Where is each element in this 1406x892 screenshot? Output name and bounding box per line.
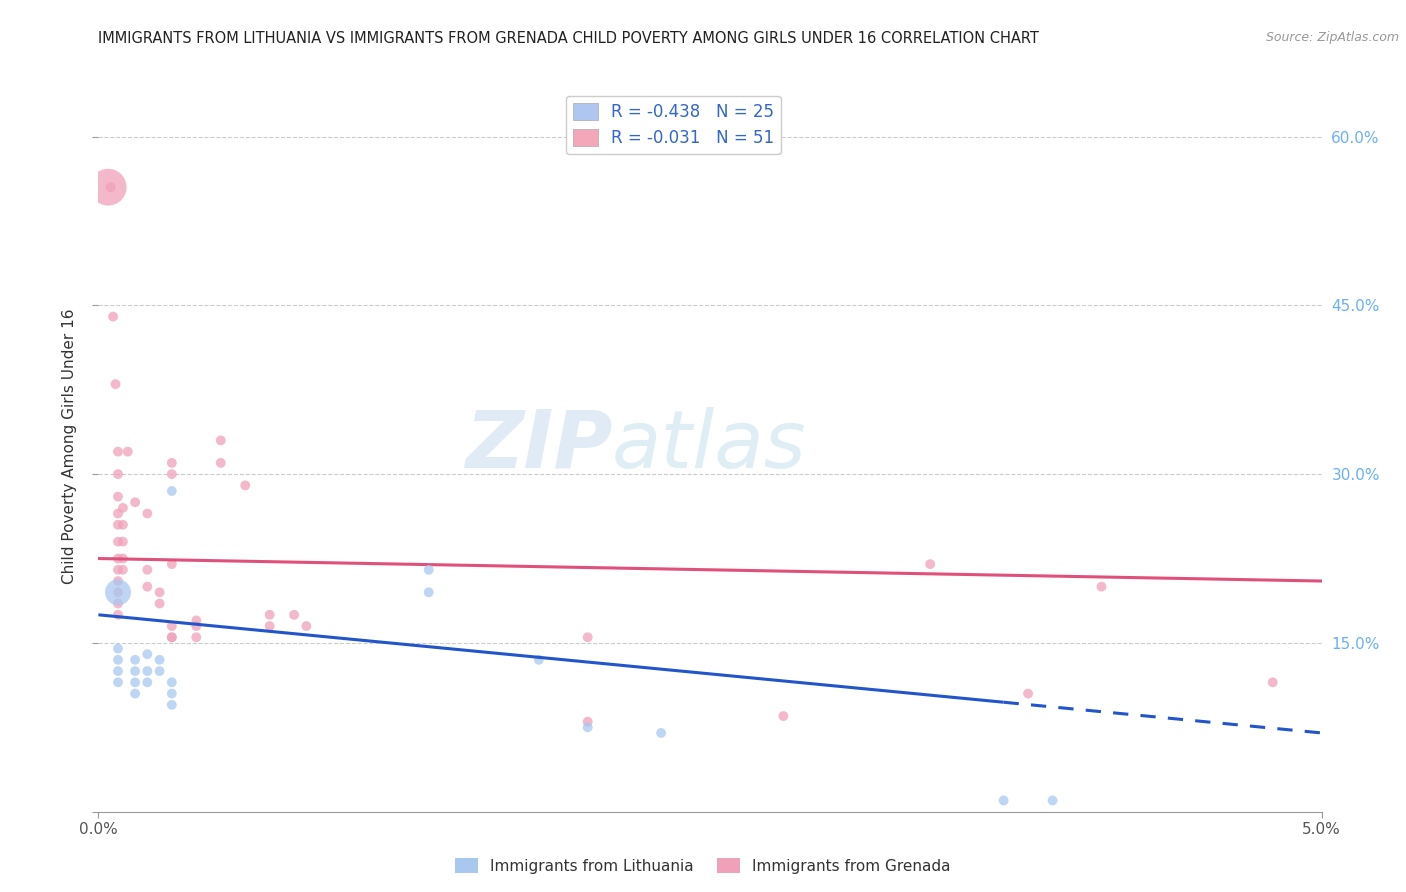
Point bbox=[111, 551, 134, 566]
Point bbox=[160, 630, 183, 644]
Point bbox=[107, 607, 129, 622]
Point bbox=[107, 551, 129, 566]
Point bbox=[149, 597, 172, 611]
Point bbox=[107, 653, 129, 667]
Point bbox=[111, 517, 134, 532]
Point bbox=[136, 664, 159, 678]
Point bbox=[111, 563, 134, 577]
Point bbox=[186, 630, 208, 644]
Point bbox=[160, 467, 183, 482]
Point bbox=[149, 664, 172, 678]
Point bbox=[107, 507, 129, 521]
Point bbox=[107, 585, 129, 599]
Text: ZIP: ZIP bbox=[465, 407, 612, 485]
Point bbox=[772, 709, 794, 723]
Point bbox=[149, 585, 172, 599]
Point bbox=[124, 687, 146, 701]
Text: atlas: atlas bbox=[612, 407, 807, 485]
Point bbox=[160, 698, 183, 712]
Point bbox=[295, 619, 318, 633]
Point bbox=[1261, 675, 1284, 690]
Point bbox=[101, 310, 124, 324]
Point bbox=[97, 180, 120, 194]
Point bbox=[1090, 580, 1112, 594]
Text: IMMIGRANTS FROM LITHUANIA VS IMMIGRANTS FROM GRENADA CHILD POVERTY AMONG GIRLS U: IMMIGRANTS FROM LITHUANIA VS IMMIGRANTS … bbox=[98, 31, 1039, 46]
Point bbox=[107, 574, 129, 588]
Point bbox=[283, 607, 305, 622]
Point bbox=[111, 500, 134, 515]
Point bbox=[136, 563, 159, 577]
Point bbox=[136, 675, 159, 690]
Text: Source: ZipAtlas.com: Source: ZipAtlas.com bbox=[1265, 31, 1399, 45]
Point bbox=[160, 619, 183, 633]
Point bbox=[160, 687, 183, 701]
Point bbox=[993, 793, 1015, 807]
Point bbox=[100, 180, 122, 194]
Legend: R = -0.438   N = 25, R = -0.031   N = 51: R = -0.438 N = 25, R = -0.031 N = 51 bbox=[567, 96, 780, 154]
Point bbox=[186, 619, 208, 633]
Point bbox=[107, 664, 129, 678]
Point bbox=[107, 585, 129, 599]
Point bbox=[209, 434, 232, 448]
Point bbox=[418, 563, 440, 577]
Point bbox=[259, 607, 281, 622]
Point bbox=[160, 483, 183, 498]
Point bbox=[209, 456, 232, 470]
Point bbox=[124, 495, 146, 509]
Point bbox=[160, 675, 183, 690]
Point bbox=[107, 641, 129, 656]
Point bbox=[920, 557, 942, 571]
Point bbox=[107, 534, 129, 549]
Point bbox=[124, 664, 146, 678]
Point bbox=[160, 557, 183, 571]
Point bbox=[136, 507, 159, 521]
Point bbox=[107, 563, 129, 577]
Point bbox=[576, 714, 599, 729]
Point bbox=[259, 619, 281, 633]
Point bbox=[233, 478, 256, 492]
Point bbox=[124, 675, 146, 690]
Point bbox=[576, 630, 599, 644]
Point bbox=[149, 653, 172, 667]
Point bbox=[107, 675, 129, 690]
Y-axis label: Child Poverty Among Girls Under 16: Child Poverty Among Girls Under 16 bbox=[62, 309, 77, 583]
Point bbox=[104, 377, 127, 392]
Point bbox=[107, 490, 129, 504]
Point bbox=[527, 653, 550, 667]
Point bbox=[576, 720, 599, 734]
Point bbox=[186, 614, 208, 628]
Point bbox=[136, 580, 159, 594]
Point bbox=[117, 444, 139, 458]
Point bbox=[107, 517, 129, 532]
Point bbox=[160, 456, 183, 470]
Point bbox=[107, 467, 129, 482]
Point bbox=[418, 585, 440, 599]
Point bbox=[1017, 687, 1039, 701]
Point bbox=[124, 653, 146, 667]
Legend: Immigrants from Lithuania, Immigrants from Grenada: Immigrants from Lithuania, Immigrants fr… bbox=[450, 852, 956, 880]
Point bbox=[107, 444, 129, 458]
Point bbox=[160, 630, 183, 644]
Point bbox=[650, 726, 672, 740]
Point bbox=[1042, 793, 1064, 807]
Point bbox=[107, 597, 129, 611]
Point bbox=[111, 534, 134, 549]
Point bbox=[136, 647, 159, 661]
